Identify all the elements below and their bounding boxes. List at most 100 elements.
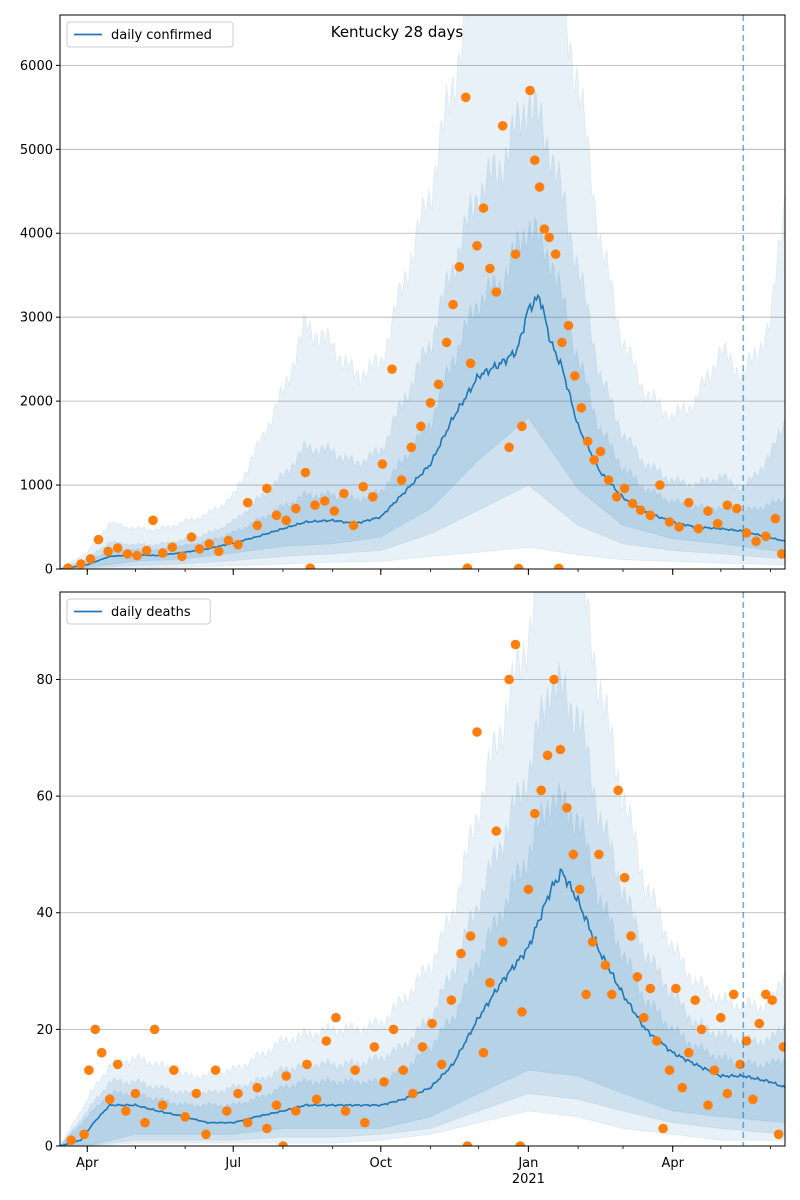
- data-point: [651, 1036, 662, 1046]
- data-point: [302, 1059, 312, 1070]
- data-point: [534, 182, 545, 192]
- confidence-band: [60, 15, 785, 569]
- data-point: [177, 551, 187, 562]
- data-point: [478, 1047, 489, 1058]
- data-point: [441, 337, 452, 348]
- data-point: [525, 85, 535, 96]
- x-year-label: 2021: [512, 1172, 545, 1187]
- data-point: [321, 1036, 332, 1046]
- data-point: [369, 1042, 380, 1052]
- data-point: [626, 931, 636, 941]
- data-point: [619, 483, 630, 494]
- data-point: [408, 1088, 418, 1099]
- y-tick-label: 0: [45, 1140, 53, 1155]
- data-point: [722, 500, 733, 511]
- data-point: [607, 989, 617, 1000]
- deaths-chart: 0 20 40 60 80 Apr Jul Oct Jan Apr 2021 daily deaths: [36, 591, 786, 1187]
- y-tick-label: 2000: [20, 395, 53, 410]
- data-point: [600, 960, 611, 970]
- data-point: [709, 1065, 720, 1075]
- data-point: [515, 1141, 526, 1146]
- y-tick-label: 40: [36, 906, 53, 921]
- data-point: [398, 1065, 409, 1075]
- data-point: [761, 531, 771, 542]
- data-point: [658, 1123, 668, 1134]
- data-point: [446, 995, 457, 1005]
- data-point: [462, 1141, 473, 1146]
- x-tick-label: Apr: [661, 1156, 684, 1171]
- data-point: [517, 421, 527, 432]
- data-point: [472, 727, 482, 737]
- data-point: [645, 510, 656, 521]
- data-point: [555, 744, 566, 755]
- data-point: [754, 1018, 765, 1029]
- data-point: [252, 520, 263, 531]
- data-point: [562, 803, 572, 813]
- data-point: [574, 884, 585, 895]
- confidence-band: [60, 216, 785, 569]
- data-point: [141, 545, 152, 556]
- data-point: [639, 1012, 649, 1023]
- data-point: [358, 481, 369, 492]
- data-point: [542, 750, 553, 761]
- data-point: [63, 563, 73, 569]
- data-point: [722, 1088, 733, 1099]
- y-tick-label: 0: [45, 563, 53, 578]
- data-point: [517, 1007, 527, 1017]
- data-point: [671, 983, 681, 994]
- axes-frame: [59, 14, 786, 570]
- y-tick-label: 1000: [20, 479, 53, 494]
- data-point: [210, 1065, 221, 1075]
- data-point: [677, 1082, 688, 1093]
- data-point: [104, 1094, 115, 1105]
- data-point: [90, 1024, 101, 1035]
- data-point: [581, 989, 591, 1000]
- data-point: [348, 520, 359, 531]
- data-point: [741, 1036, 752, 1046]
- data-point: [281, 515, 292, 526]
- data-point: [311, 1094, 322, 1105]
- data-point: [291, 503, 301, 514]
- data-point: [513, 563, 524, 569]
- data-point: [84, 1065, 94, 1075]
- legend-box: [66, 598, 211, 625]
- data-point: [448, 299, 458, 310]
- x-tick-label: Jan: [517, 1156, 538, 1171]
- data-point: [536, 785, 546, 796]
- y-tick-label: 80: [36, 673, 53, 688]
- data-point: [674, 522, 684, 532]
- data-point: [539, 224, 550, 234]
- x-tick-label: Apr: [76, 1156, 99, 1171]
- legend: daily confirmed: [66, 21, 234, 48]
- chart-title: Kentucky 28 days: [331, 23, 464, 41]
- data-point: [485, 263, 495, 274]
- data-point: [329, 506, 340, 516]
- y-tick-label: 5000: [20, 143, 53, 158]
- data-point: [93, 534, 104, 545]
- data-point: [417, 1042, 428, 1052]
- data-point: [594, 849, 604, 860]
- data-point: [291, 1106, 301, 1116]
- data-point: [103, 546, 113, 557]
- data-point: [331, 1012, 341, 1023]
- y-tick-label: 4000: [20, 227, 53, 242]
- data-point: [76, 559, 86, 569]
- data-point: [112, 1059, 123, 1070]
- data-point: [627, 498, 638, 509]
- data-point: [350, 1065, 360, 1075]
- data-point: [635, 505, 646, 515]
- data-point: [79, 1129, 89, 1140]
- data-point: [716, 1012, 726, 1023]
- data-point: [703, 1100, 713, 1110]
- data-point: [223, 535, 234, 546]
- data-point: [510, 249, 521, 259]
- data-point: [703, 506, 713, 516]
- data-point: [427, 1018, 437, 1029]
- plot-area: [60, 15, 785, 569]
- data-point: [278, 1141, 288, 1146]
- data-point: [233, 539, 243, 550]
- data-point: [767, 995, 777, 1005]
- data-point: [693, 523, 704, 534]
- data-point: [510, 639, 521, 650]
